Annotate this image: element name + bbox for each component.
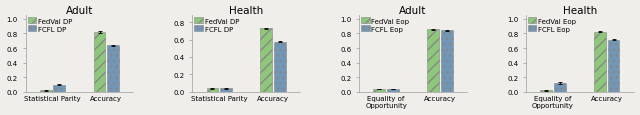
Legend: FedVal Eop, FCFL Eop: FedVal Eop, FCFL Eop (527, 17, 577, 33)
Legend: FedVal DP, FCFL DP: FedVal DP, FCFL DP (194, 17, 239, 33)
Legend: FedVal Eop, FCFL Eop: FedVal Eop, FCFL Eop (360, 17, 410, 33)
Bar (274, 42, 286, 92)
Bar (220, 89, 232, 92)
Bar (554, 83, 566, 92)
Bar (93, 33, 106, 92)
Title: Adult: Adult (399, 6, 427, 16)
Bar (107, 46, 119, 92)
Legend: FedVal DP, FCFL DP: FedVal DP, FCFL DP (27, 17, 73, 33)
Bar (387, 89, 399, 92)
Bar (594, 32, 606, 92)
Bar (607, 40, 620, 92)
Bar (373, 89, 385, 92)
Bar (53, 85, 65, 92)
Bar (540, 91, 552, 92)
Title: Health: Health (229, 6, 263, 16)
Bar (427, 30, 439, 92)
Title: Adult: Adult (66, 6, 93, 16)
Bar (260, 29, 272, 92)
Title: Health: Health (563, 6, 597, 16)
Bar (40, 91, 52, 92)
Bar (441, 31, 452, 92)
Bar (207, 89, 218, 92)
